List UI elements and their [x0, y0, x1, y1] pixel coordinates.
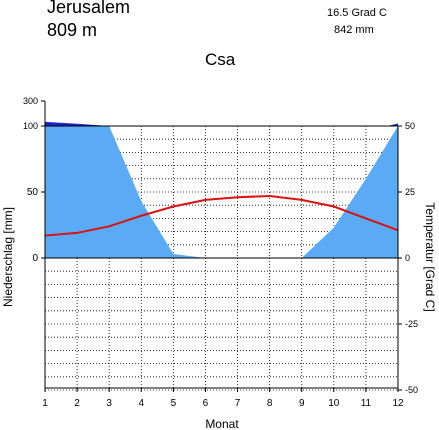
y-axis-right-label: Temperatur [Grad C] [423, 202, 437, 311]
x-tick-label: 11 [361, 398, 372, 409]
x-tick-label: 7 [235, 398, 241, 409]
x-tick-label: 4 [138, 398, 144, 409]
left-tick-label: 100 [23, 121, 38, 131]
plot-frame [44, 101, 399, 389]
x-tick-label: 9 [299, 398, 305, 409]
x-tick-label: 12 [392, 398, 404, 409]
precipitation-layer [45, 121, 398, 258]
x-tick-label: 6 [203, 398, 209, 409]
x-tick-label: 2 [74, 398, 80, 409]
precipitation-area [45, 126, 398, 258]
left-tick-label: 0 [32, 253, 38, 264]
grid-lines [45, 126, 398, 391]
right-tick-label: 25 [405, 187, 415, 197]
station-elevation: 809 m [47, 20, 98, 40]
y-axis-left-label: Niederschlag [mm] [1, 207, 15, 307]
koppen-classification: Csa [205, 50, 236, 69]
x-tick-label: 5 [171, 398, 177, 409]
right-tick-label: 50 [405, 121, 415, 131]
station-name: Jerusalem [47, 0, 131, 17]
right-tick-label: 0 [405, 253, 410, 263]
precipitation-excess-area [45, 121, 398, 126]
annual-precipitation: 842 mm [334, 24, 374, 36]
x-tick-label: 1 [42, 398, 48, 409]
x-tick-label: 3 [106, 398, 112, 409]
left-tick-label: 50 [27, 187, 39, 198]
x-axis-label: Monat [205, 417, 239, 430]
right-tick-label: -50 [405, 385, 418, 395]
temperature-layer [44, 194, 399, 237]
left-tick-label: 300 [23, 96, 38, 106]
temperature-line [44, 194, 399, 237]
right-tick-label: -25 [405, 319, 418, 329]
x-tick-label: 8 [267, 398, 273, 409]
x-tick-label: 10 [328, 398, 340, 409]
annual-mean-temperature: 16.5 Grad C [327, 7, 387, 19]
